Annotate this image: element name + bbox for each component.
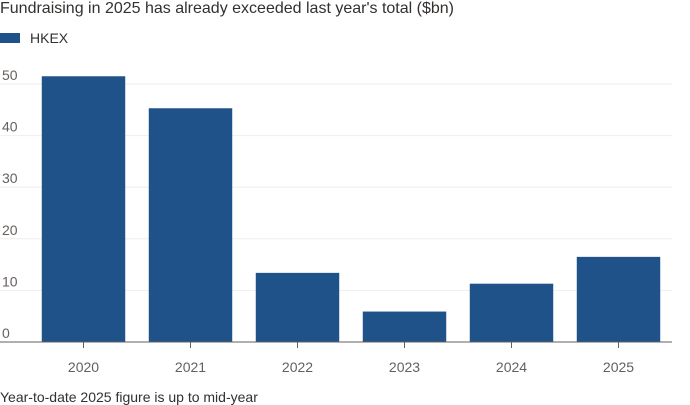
x-tick-label-2023: 2023 [389,359,420,375]
y-tick-label-40: 40 [2,119,18,135]
bar-2020 [41,76,126,342]
y-tick-label-10: 10 [2,273,18,289]
y-tick-label-30: 30 [2,170,18,186]
chart-title: Fundraising in 2025 has already exceeded… [0,0,454,17]
y-tick-label-20: 20 [2,222,18,238]
legend-label-hkex: HKEX [30,30,69,46]
x-tick-label-2021: 2021 [175,359,206,375]
chart-note: Year-to-date 2025 figure is up to mid-ye… [0,389,258,405]
x-tick-label-2025: 2025 [603,359,634,375]
y-tick-label-0: 0 [2,325,10,341]
legend-swatch-hkex [0,33,20,43]
x-tick-label-2024: 2024 [496,359,527,375]
x-tick-label-2020: 2020 [68,359,99,375]
bar-2021 [148,108,233,342]
x-tick-label-2022: 2022 [282,359,313,375]
bar-2024 [469,283,554,342]
y-tick-label-50: 50 [2,67,18,83]
bar-2025 [576,256,661,342]
bar-2022 [255,272,340,342]
legend: HKEX [0,30,68,46]
bar-2023 [362,311,447,342]
